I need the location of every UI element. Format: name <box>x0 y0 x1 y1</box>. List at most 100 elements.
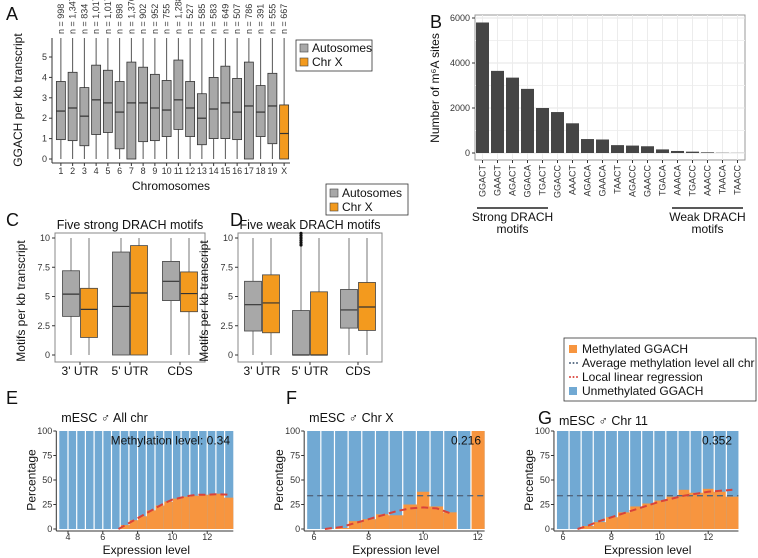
bar-methylated <box>146 510 155 529</box>
bar-methylated <box>348 521 362 529</box>
plot-frame <box>474 14 746 161</box>
x-tick-label: 2 <box>70 166 75 176</box>
y-tick-label: 2000 <box>450 103 470 113</box>
y-axis-title: Percentage <box>522 449 536 511</box>
legend-label: Unmethylated GGACH <box>582 384 703 398</box>
bar-unmethylated <box>307 431 321 529</box>
outlier-point <box>299 243 303 247</box>
bar-TAACT <box>611 145 624 153</box>
bar-methylated <box>430 506 444 529</box>
n-label: n = 1,017 <box>103 0 113 34</box>
legend-label: Autosomes <box>312 41 372 55</box>
y-tick-label: 10 <box>223 233 233 243</box>
bar-unmethylated <box>85 431 95 529</box>
bar-unmethylated <box>320 431 335 529</box>
y-tick-label: 4 <box>42 72 47 82</box>
panel-label-g: G <box>538 408 552 428</box>
bar-methylated <box>375 514 390 529</box>
panel-d-boxplot: 0 2.5 5 7.5 10 3' UTR 5' UTR CDS Five weak DRACH… <box>197 218 383 378</box>
legend-box <box>563 337 757 402</box>
box-chr-7 <box>126 61 137 160</box>
outlier-point <box>299 231 303 235</box>
bar-unmethylated <box>629 431 642 529</box>
x-tick-label: 4 <box>65 532 70 542</box>
box-chr-19 <box>267 72 278 145</box>
legend-dot <box>569 362 571 364</box>
bar-unmethylated <box>334 431 349 529</box>
x-tick-label: 9 <box>152 166 157 176</box>
bar-GGACC <box>551 112 564 153</box>
regression-line <box>117 493 229 530</box>
bar-methylated <box>389 515 403 529</box>
bar-methylated <box>224 497 234 529</box>
box-chr-X <box>279 104 290 160</box>
outlier-point <box>299 241 303 245</box>
bar-AAACA <box>671 150 684 153</box>
y-tick-label: 2.5 <box>220 321 233 331</box>
x-tick-label: TGACA <box>658 165 668 196</box>
bar-unmethylated <box>94 431 103 529</box>
y-tick-label: 6000 <box>450 13 470 23</box>
methylation-level-annotation: 0.352 <box>702 434 732 448</box>
x-tick-label: 12 <box>703 532 713 542</box>
bar-unmethylated <box>569 431 582 529</box>
legend-label: Autosomes <box>342 186 402 200</box>
x-tick-label: 16 <box>232 166 242 176</box>
y-tick-label: 2.5 <box>37 321 50 331</box>
x-tick-label: AGACT <box>508 165 518 197</box>
legend-dot <box>569 376 571 378</box>
legend-label: Average methylation level all chr <box>582 356 755 370</box>
box-chr-10 <box>161 80 172 137</box>
x-tick-label: 5' UTR <box>112 364 149 378</box>
legend-label: Chr X <box>342 200 373 214</box>
bar-unmethylated <box>128 431 138 529</box>
bar-TGACA <box>656 149 669 153</box>
bar-unmethylated <box>181 431 190 529</box>
y-axis-title: Percentage <box>24 449 38 511</box>
x-tick-label: GGACT <box>478 165 488 198</box>
red-dots-icon <box>569 376 578 378</box>
box-chr-8 <box>138 66 149 143</box>
bar-methylated <box>416 491 431 529</box>
x-tick-label: TGACC <box>688 164 698 196</box>
x-tick-label: 5' UTR <box>292 364 329 378</box>
bar-methylated <box>155 505 164 529</box>
y-tick-label: 7.5 <box>37 262 50 272</box>
bar-AGACA <box>581 139 594 153</box>
box-chr-17 <box>243 61 254 160</box>
box-chr-14 <box>208 77 219 140</box>
bar-unmethylated <box>375 431 390 529</box>
bar-unmethylated <box>189 431 199 529</box>
chr-x-swatch-icon <box>299 57 309 67</box>
bar-unmethylated <box>146 431 155 529</box>
bar-methylated <box>726 496 739 529</box>
x-tick-label: 10 <box>167 532 177 542</box>
bar-methylated <box>361 519 376 529</box>
bar-unmethylated <box>224 431 234 529</box>
x-tick-label: 10 <box>162 166 172 176</box>
y-tick-label: 100 <box>535 426 550 436</box>
bar-GAACT <box>491 70 504 153</box>
bar-AGACT <box>506 77 519 153</box>
n-label: n = 527 <box>185 4 195 34</box>
group-label: Weak DRACH motifs <box>669 210 746 236</box>
x-tick-label: CDS <box>167 364 192 378</box>
y-tick-label: 2 <box>42 113 47 123</box>
n-label: n = 998 <box>56 4 66 34</box>
bar-methylated <box>215 493 225 529</box>
bar-unmethylated <box>389 431 403 529</box>
legend-dot <box>576 376 578 378</box>
y-axis-title: GGACH per kb transcript <box>11 33 25 167</box>
bar-unmethylated <box>76 431 86 529</box>
regression-line <box>324 506 451 530</box>
outlier-point <box>299 238 303 242</box>
x-tick-label: TGACT <box>538 164 548 195</box>
n-label: n = 585 <box>197 4 207 34</box>
bar-unmethylated <box>68 431 77 529</box>
x-tick-label: GAACC <box>643 165 653 198</box>
bar-methylated <box>470 431 485 529</box>
x-tick-label: 5 <box>105 166 110 176</box>
n-label: n = 1,288 <box>173 0 183 34</box>
plot-frame <box>237 232 383 363</box>
